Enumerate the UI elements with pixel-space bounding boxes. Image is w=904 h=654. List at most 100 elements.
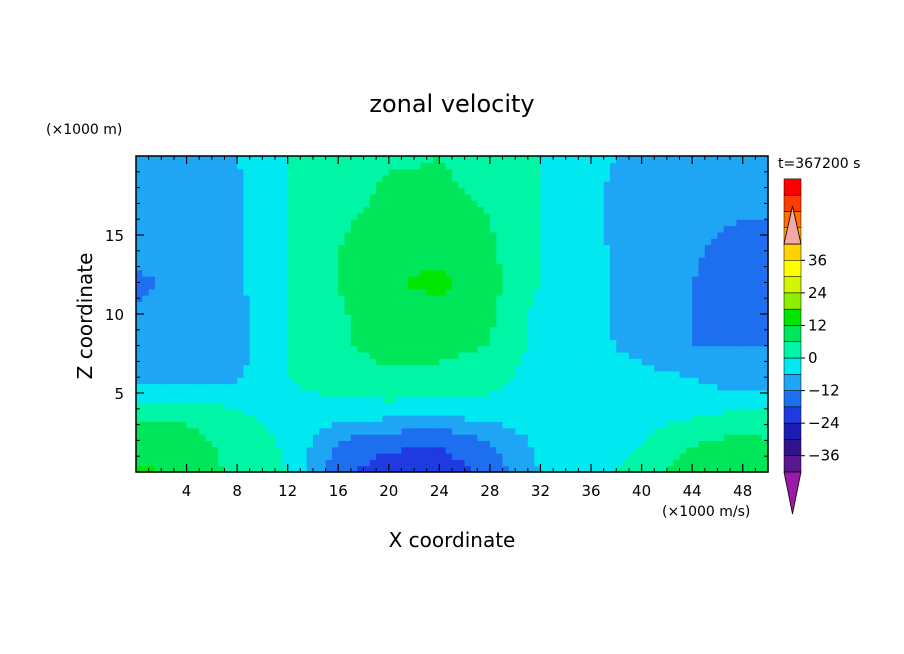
- field-cell: [186, 339, 194, 347]
- field-cell: [597, 282, 605, 290]
- field-cell: [161, 187, 169, 195]
- field-cell: [761, 219, 769, 227]
- field-cell: [470, 377, 478, 385]
- field-cell: [433, 332, 440, 340]
- field-cell: [641, 453, 649, 460]
- field-cell: [584, 427, 592, 435]
- field-cell: [319, 231, 327, 239]
- field-cell: [597, 250, 605, 258]
- field-cell: [211, 206, 219, 214]
- field-cell: [262, 421, 270, 429]
- field-cell: [711, 307, 719, 315]
- field-cell: [704, 162, 712, 170]
- field-cell: [534, 193, 542, 201]
- field-cell: [148, 326, 156, 334]
- field-cell: [572, 389, 579, 397]
- field-cell: [483, 370, 491, 378]
- field-cell: [711, 351, 719, 359]
- field-cell: [306, 244, 314, 252]
- field-cell: [237, 244, 245, 252]
- field-cell: [736, 301, 744, 309]
- field-cell: [357, 396, 365, 404]
- field-cell: [300, 282, 308, 290]
- field-cell: [281, 162, 289, 170]
- field-cell: [142, 219, 150, 227]
- field-cell: [439, 168, 447, 176]
- field-cell: [711, 364, 719, 372]
- field-cell: [515, 427, 523, 435]
- field-cell: [553, 244, 561, 252]
- field-cell: [344, 402, 352, 410]
- field-cell: [540, 225, 548, 233]
- field-cell: [401, 377, 409, 385]
- field-cell: [610, 231, 617, 239]
- field-cell: [357, 225, 365, 233]
- field-cell: [673, 263, 681, 271]
- field-cell: [647, 231, 655, 239]
- field-cell: [414, 396, 421, 404]
- field-cell: [154, 459, 162, 467]
- field-cell: [610, 465, 617, 473]
- field-cell: [647, 238, 655, 246]
- field-cell: [275, 465, 282, 473]
- field-cell: [161, 156, 169, 163]
- field-cell: [641, 332, 649, 340]
- field-cell: [559, 276, 567, 283]
- field-cell: [388, 231, 396, 239]
- field-cell: [502, 339, 510, 347]
- field-cell: [559, 238, 567, 246]
- field-cell: [230, 326, 238, 334]
- field-cell: [363, 225, 371, 233]
- field-cell: [749, 219, 756, 227]
- field-cell: [761, 345, 769, 353]
- field-cell: [540, 288, 548, 296]
- field-cell: [679, 351, 687, 359]
- field-cell: [622, 206, 630, 214]
- field-cell: [325, 263, 333, 271]
- field-cell: [275, 364, 282, 372]
- field-cell: [565, 257, 573, 265]
- field-cell: [331, 415, 339, 423]
- field-cell: [616, 225, 624, 233]
- field-cell: [161, 389, 169, 397]
- field-cell: [565, 187, 573, 195]
- field-cell: [534, 257, 542, 265]
- field-cell: [527, 263, 535, 271]
- field-cell: [401, 244, 409, 252]
- field-cell: [237, 459, 245, 467]
- field-cell: [325, 434, 333, 441]
- field-cell: [685, 193, 693, 201]
- field-cell: [275, 326, 282, 334]
- field-cell: [521, 187, 529, 195]
- field-cell: [685, 181, 693, 189]
- field-cell: [660, 200, 668, 208]
- field-cell: [591, 364, 598, 372]
- field-cell: [268, 434, 276, 441]
- field-cell: [401, 168, 409, 176]
- field-cell: [736, 459, 744, 467]
- field-cell: [755, 238, 763, 246]
- field-cell: [186, 168, 194, 176]
- field-cell: [205, 345, 213, 353]
- field-cell: [230, 396, 238, 404]
- field-cell: [540, 276, 548, 283]
- field-cell: [755, 370, 763, 378]
- field-cell: [224, 459, 232, 467]
- field-cell: [230, 301, 238, 309]
- field-cell: [363, 351, 371, 359]
- field-cell: [610, 276, 617, 283]
- field-cell: [540, 320, 548, 328]
- field-cell: [306, 231, 314, 239]
- field-cell: [268, 351, 276, 359]
- field-cell: [407, 421, 415, 429]
- field-cell: [654, 225, 662, 233]
- field-cell: [243, 446, 251, 454]
- field-cell: [395, 206, 403, 214]
- field-cell: [338, 459, 346, 467]
- field-cell: [186, 219, 194, 227]
- field-cell: [730, 434, 737, 441]
- field-cell: [420, 212, 428, 220]
- field-cell: [711, 320, 719, 328]
- field-cell: [331, 212, 339, 220]
- field-cell: [414, 231, 421, 239]
